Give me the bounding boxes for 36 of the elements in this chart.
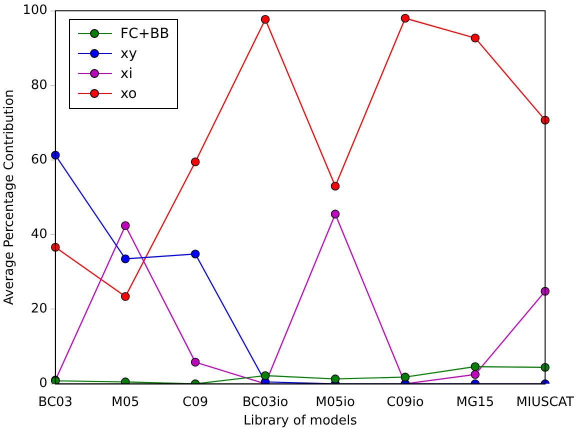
- point: [330, 210, 340, 218]
- point: [120, 292, 130, 301]
- point: [400, 372, 410, 382]
- point: [190, 157, 200, 166]
- point: [260, 371, 270, 380]
- x-tick-label: C09io: [386, 394, 424, 410]
- x-tick-label: M05io: [316, 394, 355, 410]
- x-tick-label: C09: [182, 394, 208, 410]
- point: [470, 362, 480, 372]
- point: [120, 221, 130, 230]
- x-tick-label: MIUSCAT: [516, 394, 574, 410]
- y-tick-label: 80: [30, 78, 48, 93]
- point: [400, 14, 410, 23]
- x-tick-label: MG15: [456, 394, 494, 410]
- y-tick-label: 0: [39, 376, 48, 392]
- point: [260, 14, 270, 24]
- y-axis-title: Average Percentage Contribution: [2, 90, 18, 306]
- point: [470, 370, 480, 379]
- legend-label: xo: [120, 86, 137, 102]
- y-tick-label: 60: [30, 152, 48, 168]
- y-tick-label: 40: [30, 226, 48, 242]
- y-tick-label: 20: [30, 302, 48, 317]
- x-axis-title: Library of models: [244, 414, 358, 429]
- point: [190, 250, 200, 258]
- point: [330, 182, 340, 191]
- x-tick-label: BC03: [38, 394, 73, 410]
- x-tick-label: M05: [111, 394, 140, 410]
- point: [330, 374, 340, 384]
- legend-label: FC+BB: [120, 26, 170, 42]
- point: [470, 34, 480, 42]
- x-tick-label: BC03io: [242, 394, 288, 410]
- y-tick-label: 100: [22, 3, 48, 18]
- legend-label: xi: [120, 66, 133, 82]
- point: [190, 358, 200, 367]
- legend-label: xy: [120, 46, 137, 62]
- point: [120, 254, 130, 264]
